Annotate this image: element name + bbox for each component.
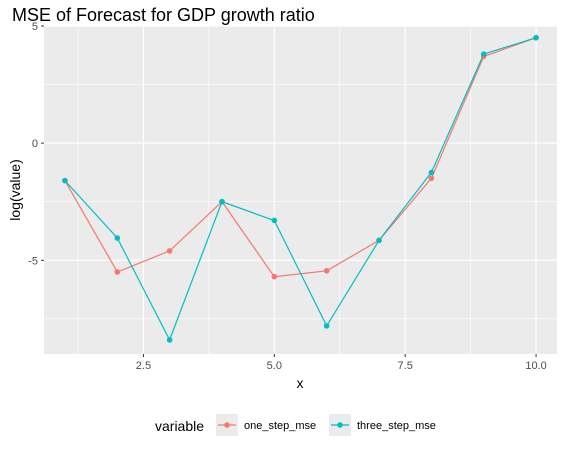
legend-label-three_step_mse: three_step_mse (357, 420, 436, 432)
x-tick-label: 2.5 (136, 360, 151, 372)
legend-title: variable (155, 418, 204, 434)
data-point-one_step_mse (271, 273, 278, 280)
data-point-one_step_mse (323, 268, 330, 274)
data-point-three_step_mse (62, 177, 68, 184)
legend-key-point (337, 422, 343, 428)
y-axis-ticks: -5 0 5 (28, 21, 44, 267)
y-tick-label: -5 (28, 255, 38, 267)
data-point-three_step_mse (376, 237, 382, 244)
legend-key-point (224, 422, 230, 428)
series-line-three_step_mse (64, 37, 537, 342)
data-point-three_step_mse (219, 198, 225, 205)
plot-panel (44, 26, 557, 354)
x-tick-label: 5.0 (267, 360, 282, 372)
x-tick-label: 7.5 (398, 360, 413, 372)
x-axis-title: x (297, 375, 304, 391)
data-point-three_step_mse (323, 323, 330, 329)
data-point-three_step_mse (533, 34, 539, 41)
data-point-three_step_mse (428, 169, 435, 176)
chart-title: MSE of Forecast for GDP growth ratio (12, 5, 315, 25)
data-point-three_step_mse (271, 217, 278, 224)
x-axis-ticks: 2.5 5.0 7.5 10.0 (136, 354, 547, 372)
data-point-three_step_mse (480, 51, 487, 57)
y-tick-label: 0 (32, 138, 38, 150)
series-layer (62, 34, 539, 343)
x-tick-label: 10.0 (525, 360, 546, 372)
y-tick-label: 5 (32, 21, 38, 33)
data-point-one_step_mse (428, 175, 435, 182)
y-axis-title: log(value) (7, 159, 23, 220)
data-point-one_step_mse (166, 248, 173, 254)
legend: variable one_step_mse three_step_mse (155, 414, 436, 436)
data-point-one_step_mse (114, 269, 121, 275)
data-point-three_step_mse (114, 235, 121, 241)
data-point-three_step_mse (166, 337, 173, 343)
grid-lines (44, 25, 557, 354)
legend-label-one_step_mse: one_step_mse (244, 420, 316, 432)
